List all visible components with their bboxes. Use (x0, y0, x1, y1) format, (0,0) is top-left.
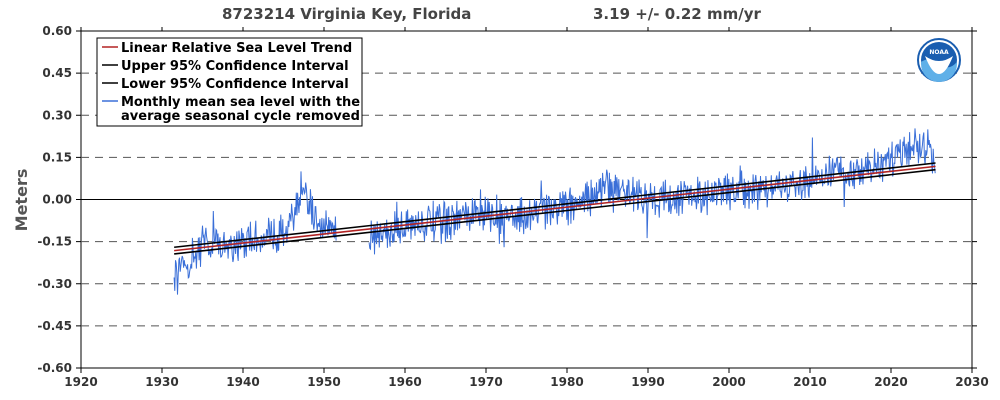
y-tick-label: 0.60 (42, 24, 72, 38)
legend-label-lower: Lower 95% Confidence Interval (121, 77, 349, 92)
trend-line (174, 165, 936, 252)
x-tick-label: 1970 (469, 375, 502, 389)
noaa-logo-icon: NOAA (917, 38, 961, 82)
legend: Linear Relative Sea Level Trend Upper 95… (96, 37, 363, 127)
lower-ci-line (174, 168, 936, 255)
x-tick-label: 1950 (307, 375, 340, 389)
y-tick-label: -0.15 (37, 235, 72, 249)
x-tick-label: 2010 (793, 375, 826, 389)
y-axis: -0.60 -0.45 -0.30 -0.15 0.00 0.15 0.30 0.45 0.60 (37, 24, 977, 375)
legend-label-upper: Upper 95% Confidence Interval (121, 59, 349, 74)
logo-text: NOAA (929, 49, 949, 56)
x-tick-label: 2000 (712, 375, 745, 389)
x-tick-label: 2020 (874, 375, 907, 389)
y-tick-label: 0.15 (42, 150, 72, 164)
legend-label-trend: Linear Relative Sea Level Trend (121, 41, 352, 56)
data-series (173, 128, 936, 295)
y-tick-label: 0.00 (42, 193, 72, 207)
y-tick-label: -0.45 (37, 319, 72, 333)
y-tick-label: -0.30 (37, 277, 72, 291)
y-tick-label: 0.30 (42, 108, 72, 122)
legend-label-monthly-2: average seasonal cycle removed (121, 109, 360, 124)
x-tick-label: 1920 (64, 375, 97, 389)
x-tick-label: 1960 (388, 375, 421, 389)
upper-ci-line (174, 162, 936, 249)
y-axis-label: Meters (12, 169, 31, 232)
x-tick-label: 2030 (955, 375, 988, 389)
legend-label-monthly-1: Monthly mean sea level with the (121, 95, 360, 110)
grid-lines (81, 72, 972, 327)
x-tick-label: 1980 (550, 375, 583, 389)
x-tick-label: 1940 (226, 375, 259, 389)
chart-title: 8723214 Virginia Key, Florida (222, 5, 471, 23)
x-axis: 1920 1930 1940 1950 1960 1970 1980 1990 2000 2010… (64, 27, 989, 389)
x-tick-label: 1990 (631, 375, 664, 389)
monthly-mean-series (173, 171, 337, 295)
x-tick-label: 1930 (145, 375, 178, 389)
legend-box (96, 37, 363, 127)
y-tick-label: 0.45 (42, 66, 72, 80)
chart-trend-rate: 3.19 +/- 0.22 mm/yr (593, 5, 761, 23)
y-tick-label: -0.60 (37, 361, 72, 375)
